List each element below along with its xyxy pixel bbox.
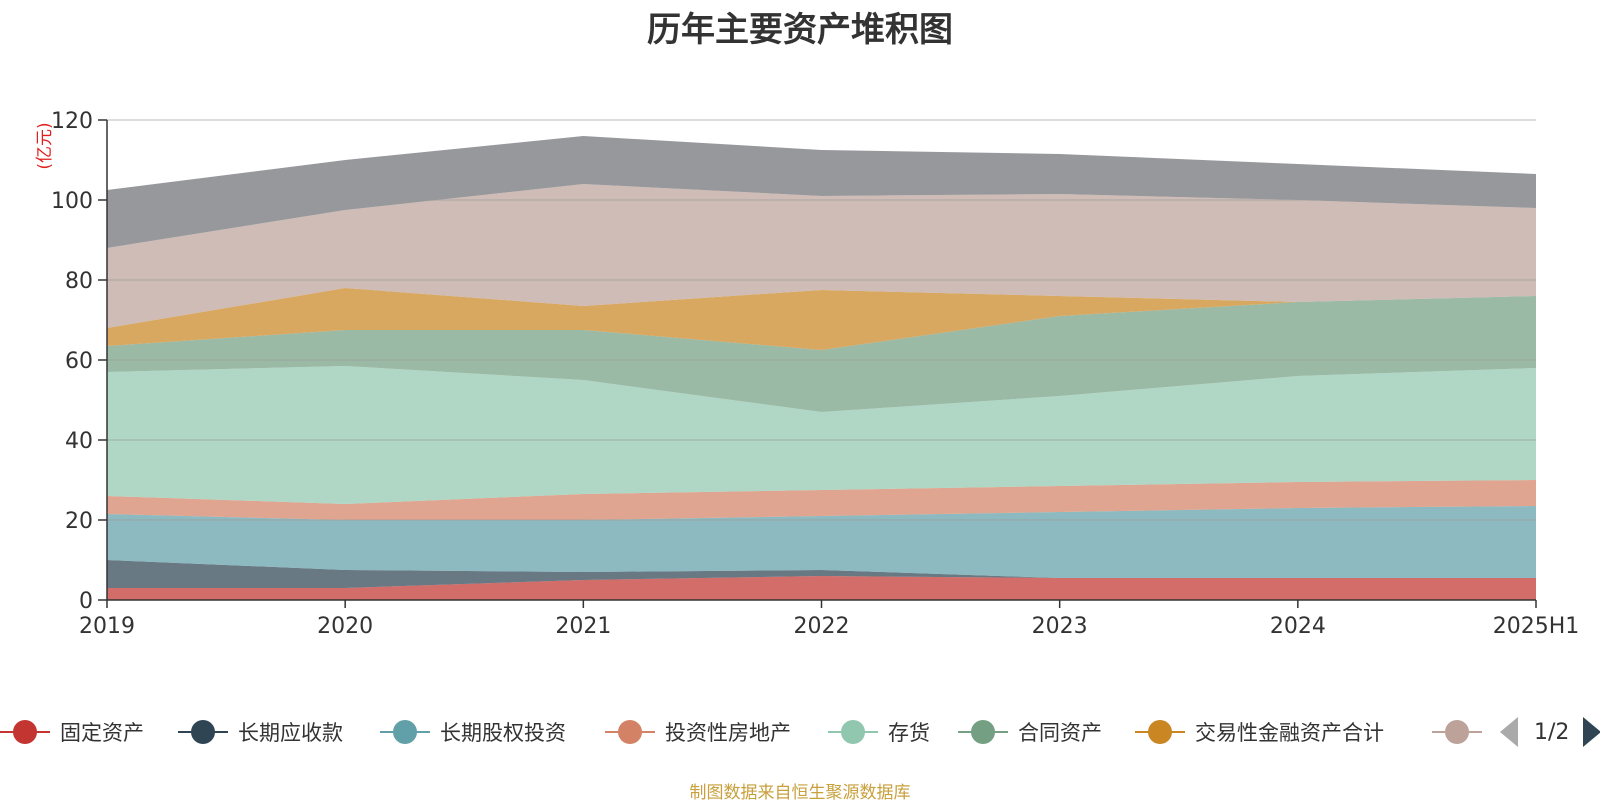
area-series-4 [107, 366, 1536, 504]
legend-item[interactable]: 长期股权投资 [380, 712, 566, 752]
legend-item[interactable]: 交易性金融资产合计 [1135, 712, 1384, 752]
legend-label: 长期股权投资 [440, 721, 566, 745]
legend-next-arrow-icon[interactable] [1583, 717, 1600, 747]
area-series-1 [107, 560, 1536, 588]
x-tick-label: 2025H1 [1493, 614, 1580, 639]
legend-symbol-icon [605, 717, 655, 747]
legend-item[interactable]: 合同资产 [958, 712, 1102, 752]
y-tick-label: 120 [51, 109, 93, 134]
y-tick-label: 100 [51, 189, 93, 214]
x-tick-label: 2020 [317, 614, 373, 639]
legend-item[interactable]: 长期应收款 [178, 712, 343, 752]
x-tick-label: 2022 [794, 614, 850, 639]
legend-symbol-icon [1432, 717, 1482, 747]
legend-label: 投资性房地产 [665, 721, 791, 745]
y-axis-label: (亿元) [35, 122, 55, 169]
legend-label: 固定资产 [60, 721, 144, 745]
x-tick-label: 2019 [79, 614, 135, 639]
x-tick-label: 2023 [1032, 614, 1088, 639]
area-series-3 [107, 480, 1536, 520]
legend-pager: 1/2 [1500, 712, 1600, 752]
y-tick-label: 60 [65, 349, 93, 374]
legend-item[interactable]: 固定资产 [0, 712, 144, 752]
legend-symbol-icon [1135, 717, 1185, 747]
area-series-0 [107, 576, 1536, 600]
area-series-8 [107, 136, 1536, 248]
legend-page-indicator: 1/2 [1534, 719, 1570, 745]
legend-symbol-icon [958, 717, 1008, 747]
legend-label: 长期应收款 [238, 721, 343, 745]
legend-prev-arrow-icon[interactable] [1500, 717, 1518, 747]
legend-item[interactable]: 存货 [828, 712, 930, 752]
x-tick-label: 2024 [1270, 614, 1326, 639]
legend-symbol-icon [178, 717, 228, 747]
legend-label: 存货 [888, 721, 930, 745]
chart-plot: 0 20 40 60 80 100 120 2019 2020 2021 2022 2023 2024 2… [35, 109, 1580, 639]
legend-label: 合同资产 [1018, 721, 1102, 745]
area-series-2 [107, 506, 1536, 578]
source-note: 制图数据来自恒生聚源数据库 [689, 783, 911, 803]
legend-label: 交易性金融资产合计 [1195, 721, 1384, 745]
y-tick-label: 40 [65, 429, 93, 454]
legend-symbol-icon [0, 717, 50, 747]
y-tick-label: 0 [79, 589, 93, 614]
chart-title: 历年主要资产堆积图 [647, 10, 953, 50]
y-tick-label: 80 [65, 269, 93, 294]
area-series-7 [107, 184, 1536, 328]
area-series-5 [107, 296, 1536, 412]
legend-symbol-icon [380, 717, 430, 747]
legend-symbol-icon [828, 717, 878, 747]
legend-item[interactable] [1432, 712, 1482, 752]
y-tick-label: 20 [65, 509, 93, 534]
x-tick-label: 2021 [555, 614, 611, 639]
legend-item[interactable]: 投资性房地产 [605, 712, 791, 752]
legend: 固定资产 长期应收款 长期股权投资 投资性房地产 存货 合同资产 交易性金融资产合计 [0, 712, 1600, 752]
area-series-6 [107, 288, 1536, 350]
